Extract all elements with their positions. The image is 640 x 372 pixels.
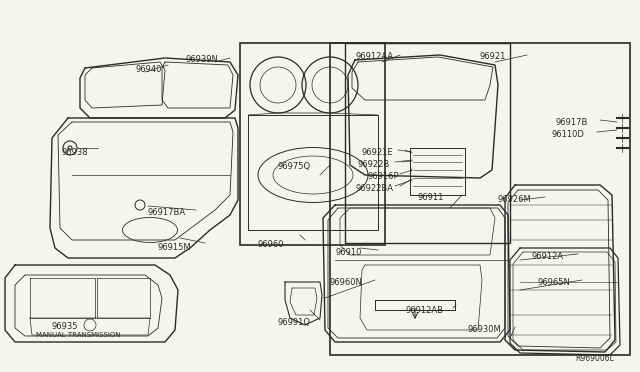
Text: 96922BA: 96922BA [355, 184, 393, 193]
Text: 96912AA: 96912AA [355, 52, 393, 61]
Text: R969006L: R969006L [575, 354, 614, 363]
Text: 96917B: 96917B [556, 118, 588, 127]
Text: 96922B: 96922B [358, 160, 390, 169]
Bar [330, 43, 630, 355]
Text: 96110D: 96110D [551, 130, 584, 139]
Text: 96916P: 96916P [368, 172, 399, 181]
Text: 96910: 96910 [335, 248, 362, 257]
Bar [345, 43, 510, 243]
Text: 96921E: 96921E [362, 148, 394, 157]
Bar [240, 43, 385, 245]
Text: 96940: 96940 [136, 65, 163, 74]
Text: 96960N: 96960N [330, 278, 363, 287]
Text: 96965N: 96965N [537, 278, 570, 287]
Text: 96960: 96960 [258, 240, 285, 249]
Text: 96911: 96911 [418, 193, 444, 202]
Text: 96917BA: 96917BA [148, 208, 186, 217]
Text: 96975Q: 96975Q [278, 162, 311, 171]
Text: 96915M: 96915M [158, 243, 191, 252]
Text: 96939N: 96939N [185, 55, 218, 64]
Text: MANUAL TRANSMISSION: MANUAL TRANSMISSION [36, 332, 120, 338]
Text: 96991Q: 96991Q [277, 318, 310, 327]
Text: 96930M: 96930M [468, 325, 502, 334]
Text: 96938: 96938 [62, 148, 88, 157]
Text: 96926M: 96926M [498, 195, 532, 204]
Text: 96935: 96935 [52, 322, 79, 331]
Text: 96912AB: 96912AB [406, 306, 444, 315]
Text: 96912A: 96912A [532, 252, 564, 261]
Text: 96921: 96921 [480, 52, 506, 61]
